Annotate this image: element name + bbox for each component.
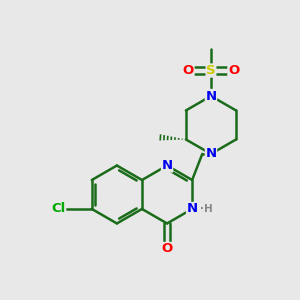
Text: O: O [161, 242, 173, 255]
Text: O: O [228, 64, 239, 77]
Text: S: S [206, 64, 216, 77]
Text: N: N [187, 202, 198, 215]
Text: O: O [183, 64, 194, 77]
Text: ·H: ·H [200, 204, 213, 214]
Text: N: N [206, 89, 217, 103]
Text: N: N [161, 159, 172, 172]
Text: Cl: Cl [51, 202, 66, 215]
Text: N: N [206, 147, 217, 161]
